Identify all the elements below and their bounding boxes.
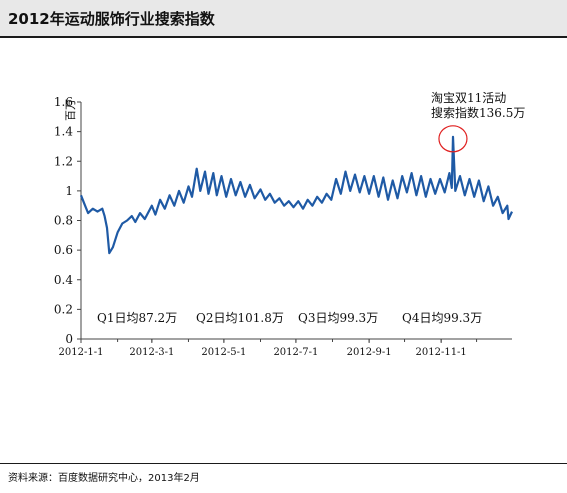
quarter-average-label: Q2日均101.8万 [196,311,284,325]
quarter-average-label: Q3日均99.3万 [298,311,378,325]
peak-annotation-line2: 搜索指数136.5万 [431,105,525,120]
y-tick-label: 0.2 [54,302,73,316]
x-tick-label: 2012-3-1 [129,347,174,358]
title-divider [0,36,567,38]
title-bar: 2012年运动服饰行业搜索指数 [0,0,567,36]
y-axis: 0 0.2 0.4 0.6 0.8 1 1.2 1.4 1.6 [54,95,82,346]
y-tick-label: 1.2 [54,154,73,168]
chart-area: 0 0.2 0.4 0.6 0.8 1 1.2 1.4 1.6 2012-1-1 2012-3-1… [0,40,567,460]
x-tick-label: 2012-9-1 [347,347,392,358]
chart-title: 2012年运动服饰行业搜索指数 [8,10,215,28]
y-tick-label: 0 [65,332,73,346]
x-tick-label: 2012-11-1 [416,347,467,358]
series-layer [79,135,513,255]
y-tick-label: 1.4 [54,125,73,139]
peak-highlight-circle [438,125,468,153]
y-axis-label: 百万 [64,99,77,121]
x-tick-label: 2012-7-1 [273,347,318,358]
y-tick-label: 1 [65,184,73,198]
line-chart: 0 0.2 0.4 0.6 0.8 1 1.2 1.4 1.6 2012-1-1 2012-3-1… [54,91,525,358]
quarter-average-label: Q1日均87.2万 [97,311,177,325]
x-tick-label: 2012-1-1 [59,347,104,358]
y-tick-label: 0.6 [54,243,73,257]
series-line [79,135,513,255]
quarter-average-label: Q4日均99.3万 [402,311,482,325]
source-note: 资料来源：百度数据研究中心，2013年2月 [8,473,200,484]
y-tick-label: 1.6 [54,95,73,109]
y-tick-label: 0.8 [54,214,73,228]
x-tick-label: 2012-5-1 [201,347,246,358]
y-tick-label: 0.4 [54,273,73,287]
peak-annotation-line1: 淘宝双11活动 [431,91,506,105]
x-axis: 2012-1-1 2012-3-1 2012-5-1 2012-7-1 2012-9-1… [59,338,512,358]
footer-divider [0,463,567,464]
